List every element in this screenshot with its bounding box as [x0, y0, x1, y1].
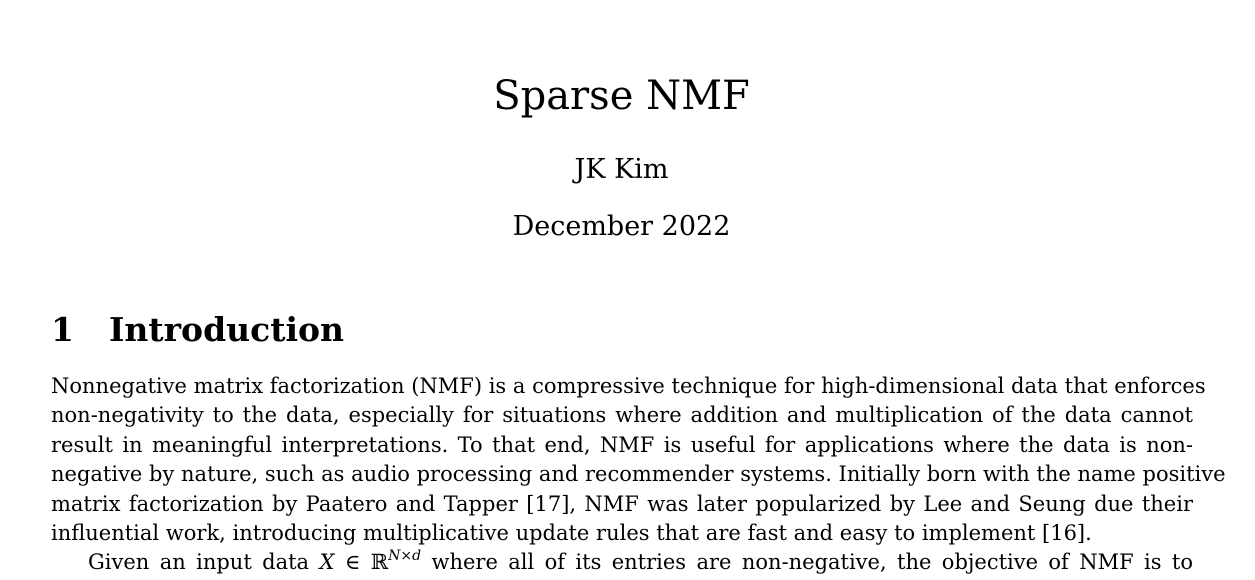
paragraph-line: Nonnegative matrix factorization (NMF) i…: [51, 374, 1206, 398]
paper-date: December 2022: [512, 211, 731, 242]
paragraph-text: Given an input data: [88, 550, 320, 574]
paragraph-text: where all of its entries are non-negativ…: [421, 550, 1194, 574]
intro-paragraph-2: Given an input data X ∈ ℝN×d where all o…: [51, 548, 1193, 580]
paper-author: JK Kim: [574, 154, 669, 185]
paragraph-line: non-negativity to the data, especially f…: [51, 403, 1193, 428]
section-number: 1: [51, 310, 74, 349]
section-heading: 1 Introduction: [51, 309, 344, 351]
math-superscript: N×d: [388, 548, 422, 564]
intro-paragraph-1: Nonnegative matrix factorization (NMF) i…: [51, 372, 1226, 548]
paragraph-line: result in meaningful interpretations. To…: [51, 432, 1193, 457]
paper-title: Sparse NMF: [493, 73, 750, 119]
math-variable-x: X: [319, 550, 335, 574]
paragraph-line: negative by nature, such as audio proces…: [51, 462, 1226, 487]
paragraph-line: matrix factorization by Paatero and Tapp…: [51, 491, 1193, 516]
math-in-reals: ∈ ℝ: [334, 550, 389, 574]
section-title: Introduction: [109, 310, 345, 349]
paragraph-line: influential work, introducing multiplica…: [51, 521, 1092, 546]
